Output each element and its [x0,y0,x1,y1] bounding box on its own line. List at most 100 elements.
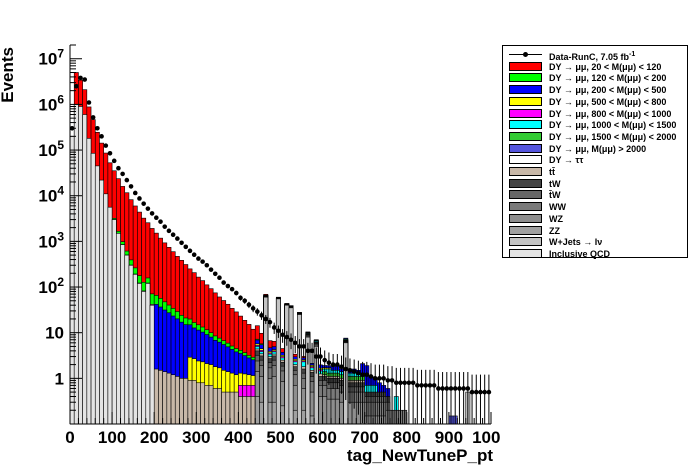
data-point-31 [200,259,205,264]
y-tick-label-1: 1 [55,369,64,388]
legend-entry-8: DY → μμ, M(μμ) > 2000 [503,143,687,155]
data-point-85 [427,383,433,388]
bar-16-3 [82,114,88,425]
legend-label: DY → μμ, 800 < M(μμ) < 1000 [549,108,672,119]
data-points [69,75,492,424]
data-point-95 [469,389,475,395]
legend-swatch [509,61,542,71]
data-point-41 [242,298,248,304]
legend-entry-5: DY → μμ, 800 < M(μμ) < 1000 [503,108,687,120]
y-tick-label-10e6: 106 [38,92,64,114]
histogram-plot: 01002003004005006007008009001000 1101021… [0,44,500,465]
x-axis-ticks: 0 100 200 300 400 500 600 700 800 900 1000 [65,412,500,447]
bar-16-12 [120,244,126,425]
legend-entry-0: Data-RunC, 7.05 fb-1 [503,49,687,62]
data-point-54 [297,344,302,349]
data-point-86 [431,383,437,388]
legend-swatch [509,167,542,176]
data-point-40 [238,295,243,301]
data-point-26 [179,240,184,246]
data-point-52 [288,337,294,343]
data-point-47 [267,319,273,325]
data-point-98 [482,389,487,395]
bar-16-16 [137,283,142,425]
x-tick-label-600: 600 [308,428,336,447]
bar-14-55 [301,409,307,425]
bar-9-22 [162,371,168,425]
data-point-59 [318,354,323,359]
bar-16-11 [116,233,121,425]
legend-label: DY → μμ, 1500 < M(μμ) < 2000 [549,131,677,142]
data-point-97 [478,389,483,395]
bar-16-10 [111,219,117,425]
data-point-9 [107,150,113,156]
bar-9-41 [242,396,248,425]
x-tick-label-100: 100 [98,428,126,447]
legend-label: Inclusive QCD [549,248,611,259]
bar-9-39 [233,391,239,425]
data-point-68 [356,370,361,376]
data-point-6 [95,125,100,131]
data-point-92 [457,386,462,391]
y-axis-title: Events [0,47,17,103]
data-point-91 [452,386,458,391]
legend-entry-7: DY → μμ, 1500 < M(μμ) < 2000 [503,131,687,143]
legend-entry-10: tt̄ [503,166,687,178]
bar-14-53 [292,409,298,425]
bar-9-35 [217,388,222,425]
data-point-42 [246,302,252,308]
bar-9-20 [153,368,159,425]
data-point-53 [292,340,298,346]
data-point-72 [372,376,378,381]
bar-13-59 [318,396,323,425]
y-tick-label-10e5: 105 [38,138,64,160]
legend-label: DY → μμ, 1000 < M(μμ) < 1500 [549,120,677,131]
data-point-45 [259,313,264,318]
data-point-78 [398,380,403,386]
data-point-17 [141,201,146,206]
bar-9-42 [246,396,252,425]
bar-9-38 [229,391,235,425]
x-tick-label-1000: 1000 [472,428,500,447]
legend-swatch [509,248,542,258]
legend-entry-15: ZZ [503,225,687,237]
data-point-13 [124,177,130,183]
data-point-58 [313,354,319,359]
x-tick-label-900: 900 [435,428,463,447]
data-point-10 [111,158,117,164]
data-point-1 [74,83,79,89]
data-point-73 [377,376,382,381]
legend-label: tt̄ [549,167,555,177]
data-point-94 [465,386,471,391]
legend-label: WZ [549,213,563,224]
bar-9-40 [238,396,243,425]
data-point-21 [158,219,163,224]
bar-16-5 [90,152,96,425]
data-point-46 [263,316,269,322]
legend-label: WW [549,202,566,213]
legend-label: t̄W [549,190,561,201]
bar-14-45 [259,401,264,425]
legend-swatch [509,202,542,212]
y-tick-label-10e2: 102 [38,275,64,297]
bar-13-60 [322,396,328,425]
legend-label: DY → ττ [549,155,584,166]
data-point-15 [132,190,138,196]
legend-swatch [509,190,542,200]
data-point-29 [191,252,197,258]
data-point-16 [137,196,142,201]
data-point-3 [82,77,88,82]
data-point-37 [225,283,231,289]
bar-9-33 [208,385,214,425]
data-point-87 [436,386,441,391]
bar-15-49 [275,298,281,425]
data-point-50 [280,332,285,338]
data-point-67 [351,369,357,374]
data-point-64 [339,364,344,369]
data-point-5 [90,115,96,120]
data-point-38 [229,286,235,292]
legend-label: DY → μμ, 500 < M(μμ) < 800 [549,96,667,107]
data-point-32 [204,262,210,268]
legend-point-marker [523,52,528,57]
data-point-82 [415,383,420,388]
